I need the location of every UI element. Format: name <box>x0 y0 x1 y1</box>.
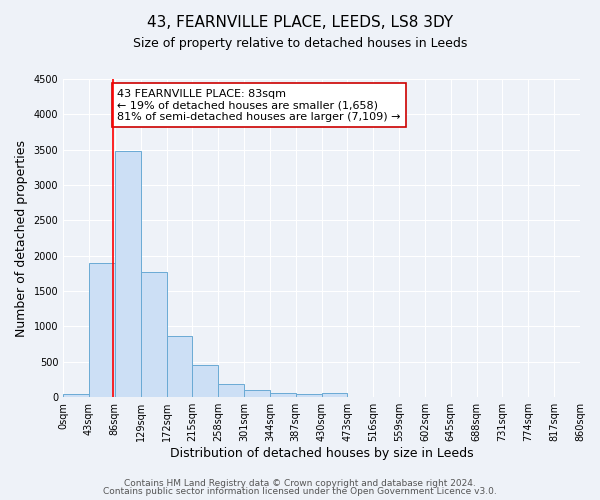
Text: 43 FEARNVILLE PLACE: 83sqm
← 19% of detached houses are smaller (1,658)
81% of s: 43 FEARNVILLE PLACE: 83sqm ← 19% of deta… <box>117 88 401 122</box>
Text: Contains HM Land Registry data © Crown copyright and database right 2024.: Contains HM Land Registry data © Crown c… <box>124 478 476 488</box>
Bar <box>193 365 218 397</box>
Bar <box>296 394 322 397</box>
Bar <box>322 394 347 397</box>
Y-axis label: Number of detached properties: Number of detached properties <box>15 140 28 336</box>
Bar <box>63 394 89 397</box>
Bar <box>270 394 296 397</box>
Bar <box>244 390 270 397</box>
Bar <box>167 336 193 397</box>
Bar <box>115 151 140 397</box>
Bar <box>218 384 244 397</box>
Bar <box>140 272 167 397</box>
Text: 43, FEARNVILLE PLACE, LEEDS, LS8 3DY: 43, FEARNVILLE PLACE, LEEDS, LS8 3DY <box>147 15 453 30</box>
Text: Contains public sector information licensed under the Open Government Licence v3: Contains public sector information licen… <box>103 487 497 496</box>
Text: Size of property relative to detached houses in Leeds: Size of property relative to detached ho… <box>133 38 467 51</box>
X-axis label: Distribution of detached houses by size in Leeds: Distribution of detached houses by size … <box>170 447 473 460</box>
Bar <box>89 263 115 397</box>
